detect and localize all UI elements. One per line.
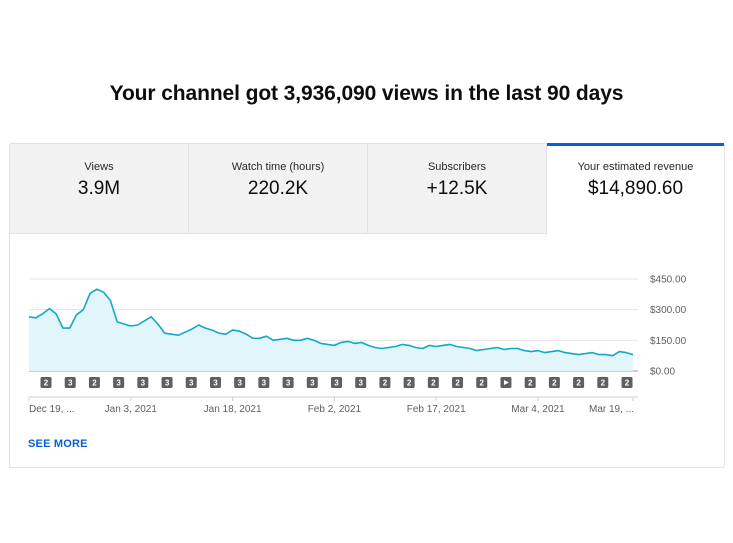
event-marker-label: 3 xyxy=(310,379,315,388)
metric-tabs: Views 3.9M Watch time (hours) 220.2K Sub… xyxy=(10,143,724,234)
event-marker-label: 2 xyxy=(625,379,630,388)
event-marker xyxy=(524,377,536,388)
event-marker xyxy=(113,377,125,388)
x-tick-label: Feb 2, 2021 xyxy=(308,404,362,415)
event-marker-label: 2 xyxy=(383,379,388,388)
y-tick-label: $300.00 xyxy=(650,305,687,316)
revenue-series-line xyxy=(28,288,634,357)
tab-watch-time-value: 220.2K xyxy=(247,178,309,199)
x-tick-label: Jan 18, 2021 xyxy=(204,404,262,415)
tab-revenue-label: Your estimated revenue xyxy=(577,161,694,173)
event-marker-label: 3 xyxy=(165,379,170,388)
tab-views-value: 3.9M xyxy=(77,178,121,199)
event-marker-label: 3 xyxy=(68,379,73,388)
event-marker-label: 2 xyxy=(407,379,412,388)
event-marker xyxy=(452,377,464,388)
tab-views-label: Views xyxy=(84,161,114,173)
tab-watch-time-label: Watch time (hours) xyxy=(231,161,325,173)
event-marker-label: 2 xyxy=(431,379,436,388)
event-marker-label: 2 xyxy=(480,379,485,388)
event-marker xyxy=(427,377,439,388)
tab-subscribers-label: Subscribers xyxy=(427,161,487,173)
x-tick-label: Mar 19, ... xyxy=(589,404,634,415)
event-marker-label: 2 xyxy=(92,379,97,388)
tab-watch-time[interactable]: Watch time (hours) 220.2K xyxy=(189,144,368,234)
event-marker xyxy=(282,377,294,388)
event-marker-label: 2 xyxy=(601,379,606,388)
x-tick-label: Jan 3, 2021 xyxy=(105,404,158,415)
y-tick-label: $450.00 xyxy=(650,275,687,286)
tab-estimated-revenue[interactable]: Your estimated revenue $14,890.60 xyxy=(547,143,724,234)
event-marker-label: 3 xyxy=(189,379,194,388)
event-marker xyxy=(403,377,415,388)
event-marker xyxy=(621,377,633,388)
event-marker-label: 3 xyxy=(237,379,242,388)
event-marker-label: 3 xyxy=(141,379,146,388)
event-marker xyxy=(234,377,246,388)
event-marker-label: 3 xyxy=(334,379,339,388)
revenue-area-fill xyxy=(29,289,633,371)
event-marker-label: 2 xyxy=(455,379,460,388)
see-more-link[interactable]: SEE MORE xyxy=(28,438,88,450)
event-marker xyxy=(88,377,100,388)
event-marker xyxy=(161,377,173,388)
event-marker xyxy=(331,377,342,388)
tab-subscribers-value: +12.5K xyxy=(426,178,488,199)
event-marker xyxy=(548,377,560,388)
y-tick-label: $150.00 xyxy=(650,336,687,347)
event-marker xyxy=(137,377,149,388)
x-tick-label: Dec 19, ... xyxy=(29,404,75,415)
event-marker xyxy=(40,377,52,388)
event-marker xyxy=(597,377,609,388)
x-tick-label: Mar 4, 2021 xyxy=(511,404,565,415)
event-marker-label: 2 xyxy=(44,379,49,388)
event-marker-label: 3 xyxy=(116,379,121,388)
revenue-chart[interactable]: $450.00 $300.00 $150.00 $0.00 2 3 2 3 3 3 3 3 3 3 3 3 3 3… xyxy=(10,234,724,434)
event-marker-label: 2 xyxy=(528,379,533,388)
event-marker-label: 3 xyxy=(286,379,291,388)
page-headline: Your channel got 3,936,090 views in the … xyxy=(109,82,624,105)
x-tick-label: Feb 17, 2021 xyxy=(407,404,466,415)
tab-revenue-value: $14,890.60 xyxy=(587,178,684,199)
event-marker xyxy=(64,377,76,388)
event-marker xyxy=(573,377,585,388)
event-marker xyxy=(306,377,318,388)
event-marker-label: 2 xyxy=(576,379,581,388)
event-marker xyxy=(476,377,488,388)
event-marker xyxy=(355,377,367,388)
event-marker-label: 3 xyxy=(213,379,218,388)
tab-subscribers[interactable]: Subscribers +12.5K xyxy=(368,144,547,234)
revenue-chart-area: $450.00 $300.00 $150.00 $0.00 2 3 2 3 3 3 3 3 3 3 3 3 3 3… xyxy=(10,234,724,434)
event-marker xyxy=(379,377,391,388)
event-marker-label: 3 xyxy=(262,379,267,388)
analytics-card: Views 3.9M Watch time (hours) 220.2K Sub… xyxy=(9,143,725,468)
event-marker-label: 2 xyxy=(552,379,557,388)
event-marker xyxy=(185,377,197,388)
event-marker xyxy=(209,377,221,388)
y-tick-label: $0.00 xyxy=(650,367,675,378)
event-marker-label: 3 xyxy=(358,379,363,388)
event-marker xyxy=(258,377,270,388)
tab-views[interactable]: Views 3.9M xyxy=(10,144,189,234)
play-icon xyxy=(503,380,509,385)
